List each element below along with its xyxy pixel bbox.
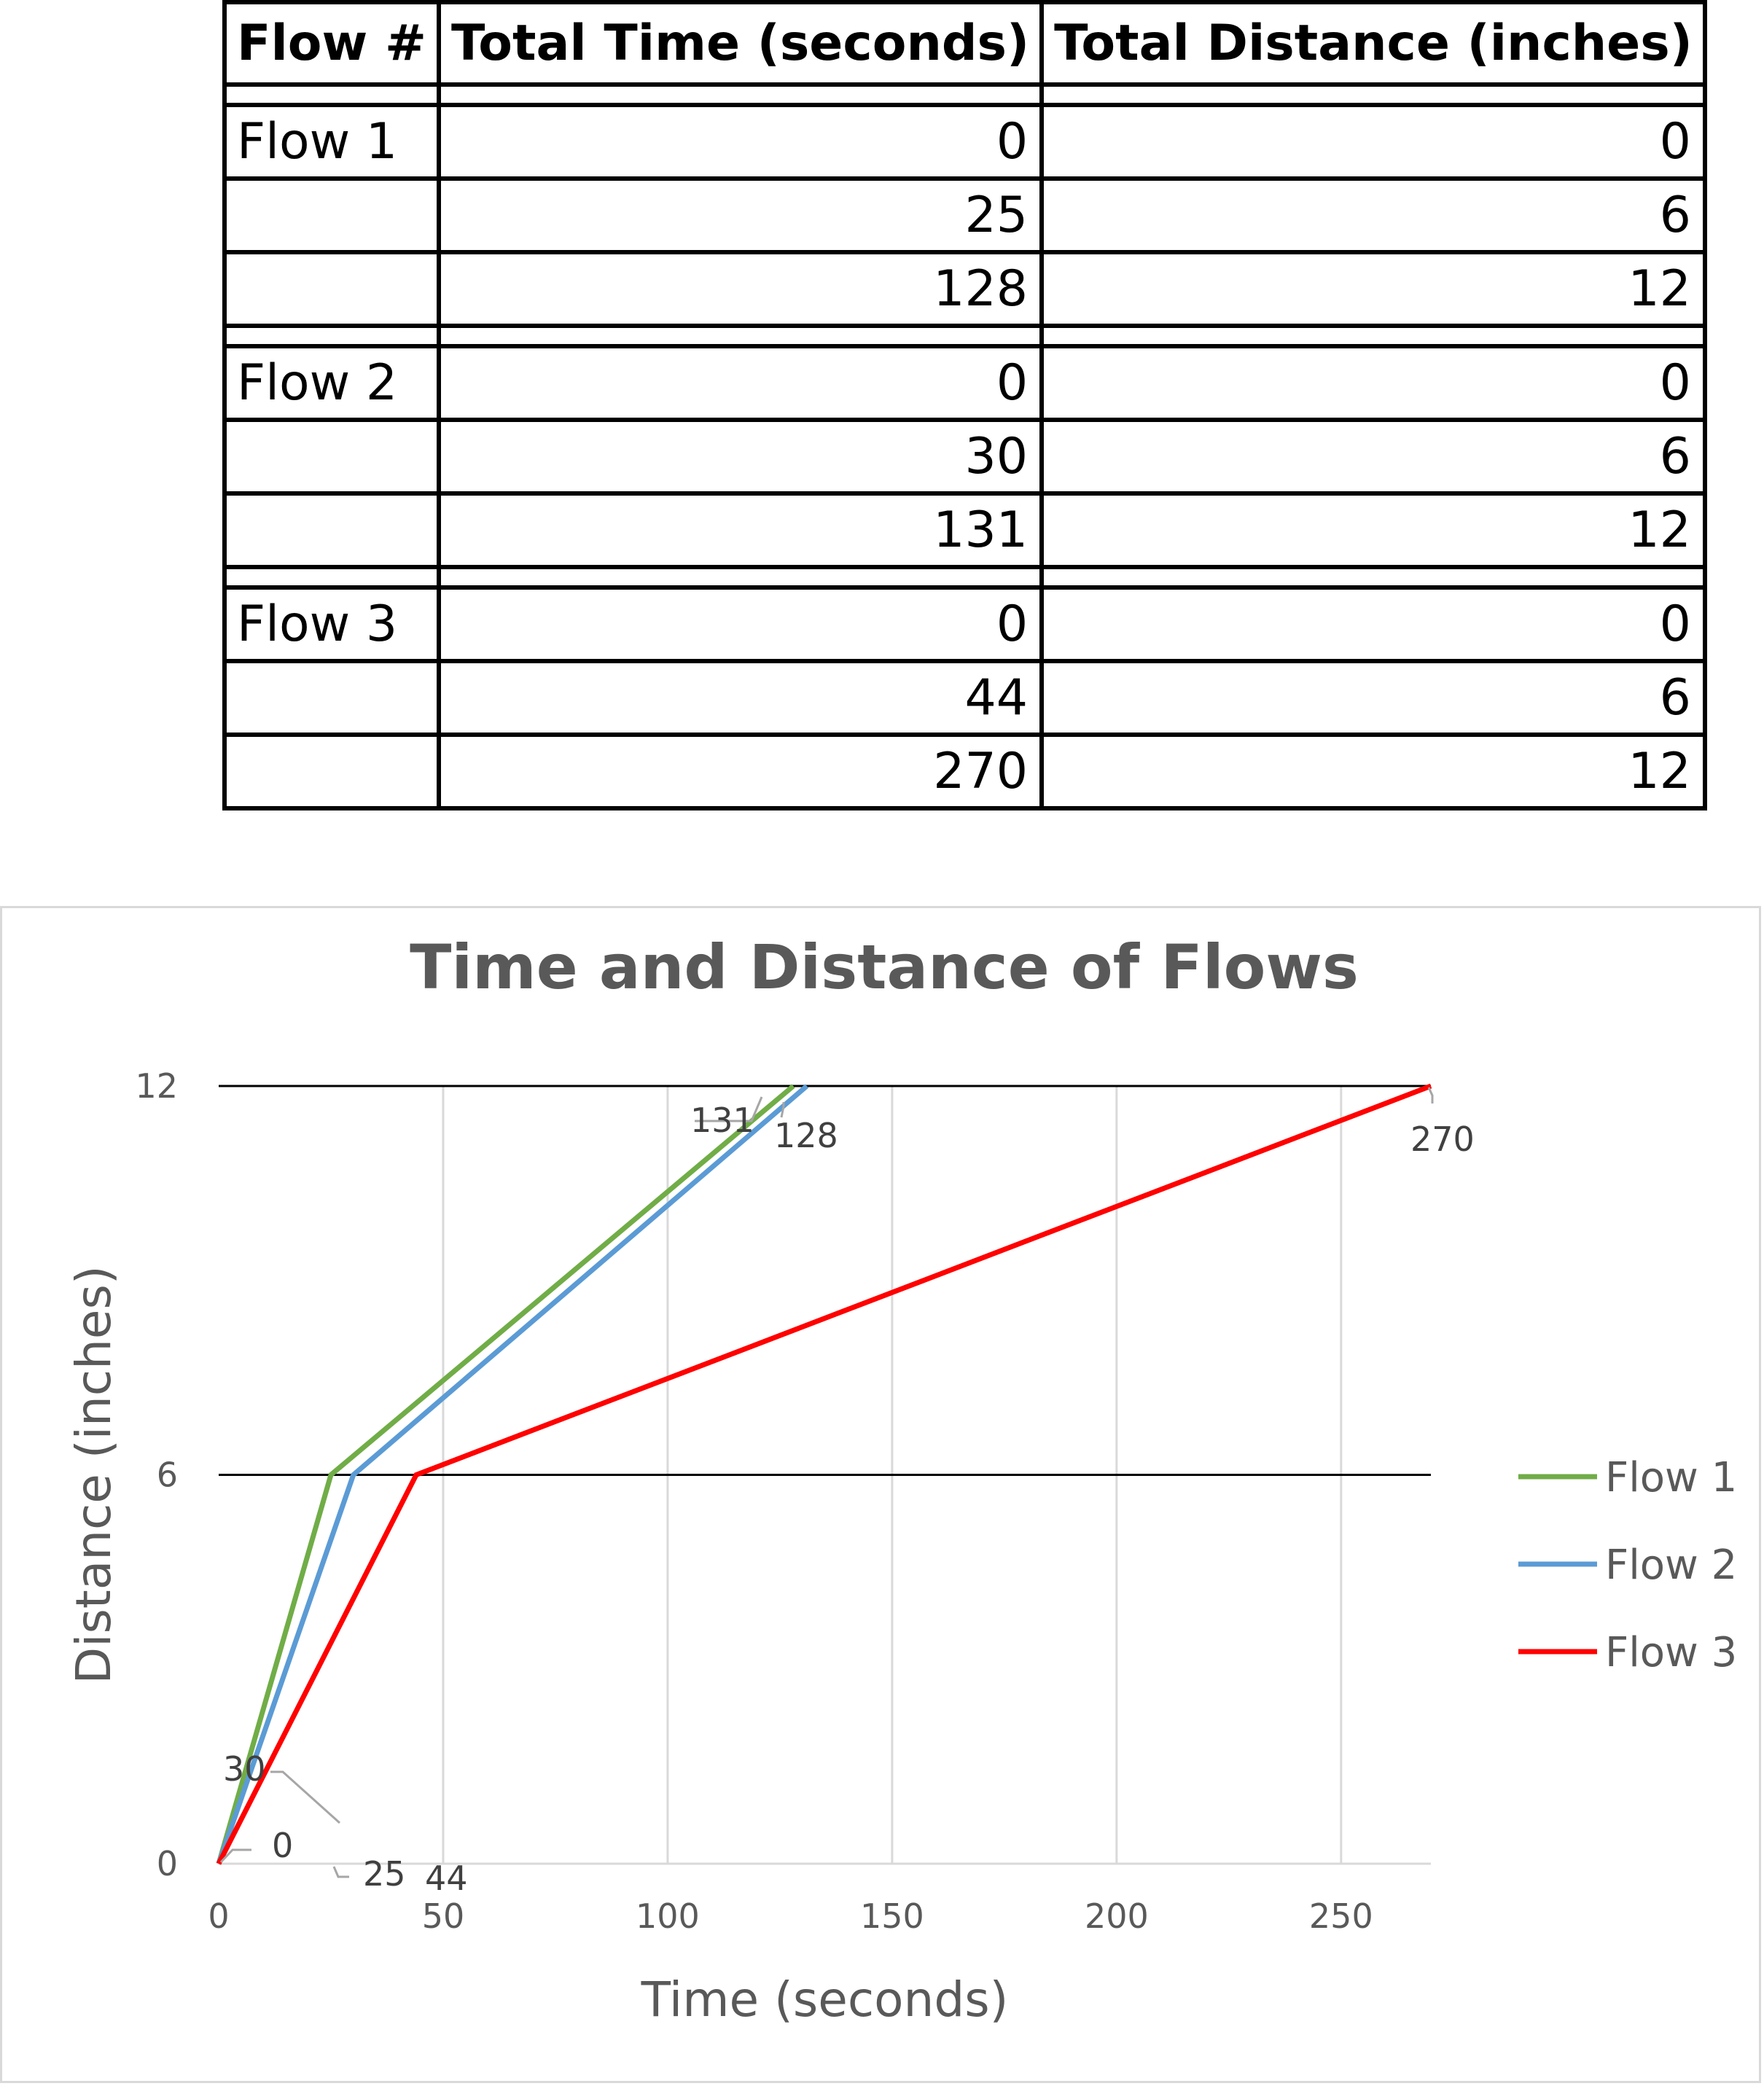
x-tick-label: 100 xyxy=(636,1896,700,1936)
table-spacer-cell xyxy=(436,324,1045,348)
y-tick-label: 6 xyxy=(157,1456,178,1495)
data-label-leader xyxy=(332,1866,349,1878)
time-cell: 0 xyxy=(436,103,1045,181)
legend-label-3: Flow 3 xyxy=(1605,1629,1737,1676)
distance-cell: 6 xyxy=(1039,418,1707,496)
table-row: 44 6 xyxy=(222,659,1707,737)
table-header-cell: Total Distance (inches) xyxy=(1039,0,1707,87)
distance-cell: 6 xyxy=(1039,176,1707,254)
time-cell: 30 xyxy=(436,418,1045,496)
y-axis-title: Distance (inches) xyxy=(66,1265,122,1684)
table-spacer-cell xyxy=(222,324,441,348)
series-line-2 xyxy=(216,1084,809,1865)
data-label-leader xyxy=(219,1848,251,1864)
data-label: 30 xyxy=(223,1749,266,1789)
table-row: 30 6 xyxy=(222,418,1707,496)
flow-label-cell: Flow 3 xyxy=(222,585,441,663)
x-tick-label: 150 xyxy=(860,1896,924,1936)
table-header-row: Flow # Total Time (seconds) Total Distance… xyxy=(222,0,1707,87)
time-cell: 25 xyxy=(436,176,1045,254)
data-label-leader xyxy=(1427,1087,1434,1103)
table-spacer-cell xyxy=(222,565,441,590)
table-spacer-cell xyxy=(436,82,1045,107)
x-axis-title: Time (seconds) xyxy=(641,1972,1009,2028)
data-label: 44 xyxy=(425,1859,468,1898)
data-label: 0 xyxy=(272,1826,293,1865)
time-cell: 128 xyxy=(436,250,1045,328)
flow-label-cell xyxy=(222,491,441,569)
distance-cell: 12 xyxy=(1039,733,1707,810)
table-row: 25 6 xyxy=(222,176,1707,254)
flow-label-cell xyxy=(222,176,441,254)
flow-label-cell xyxy=(222,418,441,496)
table-spacer-cell xyxy=(1039,82,1707,107)
chart-area: Time and Distance of Flows 0 50 100 150 200 25… xyxy=(0,906,1761,2083)
flow-label-cell xyxy=(222,659,441,737)
data-label-leader xyxy=(695,1096,763,1122)
flow-label-cell xyxy=(222,733,441,810)
table-spacer-cell xyxy=(1039,565,1707,590)
distance-cell: 0 xyxy=(1039,344,1707,422)
legend-label-1: Flow 1 xyxy=(1605,1454,1737,1501)
table-row: 131 12 xyxy=(222,491,1707,569)
y-tick-label: 12 xyxy=(135,1066,178,1106)
table-header-cell: Total Time (seconds) xyxy=(436,0,1045,87)
x-tick-label: 0 xyxy=(208,1896,229,1936)
data-label: 25 xyxy=(363,1854,406,1894)
table-header-cell: Flow # xyxy=(222,0,441,87)
x-tick-label: 200 xyxy=(1085,1896,1149,1936)
time-cell: 0 xyxy=(436,344,1045,422)
data-label: 131 xyxy=(690,1101,754,1140)
table-row: 270 12 xyxy=(222,733,1707,810)
distance-cell: 12 xyxy=(1039,250,1707,328)
table-spacer-cell xyxy=(1039,324,1707,348)
table-spacer-cell xyxy=(436,565,1045,590)
flow-label-cell xyxy=(222,250,441,328)
data-label: 270 xyxy=(1410,1120,1475,1159)
y-tick-label: 0 xyxy=(157,1844,178,1883)
distance-cell: 0 xyxy=(1039,103,1707,181)
x-tick-label: 50 xyxy=(422,1896,465,1936)
time-cell: 0 xyxy=(436,585,1045,663)
legend-label-2: Flow 2 xyxy=(1605,1542,1737,1589)
table-spacer-row xyxy=(222,324,1707,348)
flow-label-cell: Flow 2 xyxy=(222,344,441,422)
series-line-1 xyxy=(216,1084,795,1864)
time-cell: 131 xyxy=(436,491,1045,569)
table-spacer-row xyxy=(222,82,1707,107)
flow-label-cell: Flow 1 xyxy=(222,103,441,181)
distance-cell: 12 xyxy=(1039,491,1707,569)
table-row: 128 12 xyxy=(222,250,1707,328)
table-spacer-row xyxy=(222,565,1707,590)
series-line-3 xyxy=(216,1083,1432,1865)
chart-title: Time and Distance of Flows xyxy=(410,931,1359,1003)
time-cell: 270 xyxy=(436,733,1045,810)
distance-cell: 6 xyxy=(1039,659,1707,737)
line-chart: Time and Distance of Flows 0 50 100 150 200 25… xyxy=(66,931,1737,2028)
data-label: 128 xyxy=(774,1116,838,1155)
distance-cell: 0 xyxy=(1039,585,1707,663)
time-cell: 44 xyxy=(436,659,1045,737)
data-label-leader xyxy=(270,1770,341,1824)
data-label-leader xyxy=(780,1102,785,1118)
flow-data-table: Flow # Total Time (seconds) Total Distance… xyxy=(222,0,1707,810)
table-spacer-cell xyxy=(222,82,441,107)
x-tick-label: 250 xyxy=(1309,1896,1373,1936)
